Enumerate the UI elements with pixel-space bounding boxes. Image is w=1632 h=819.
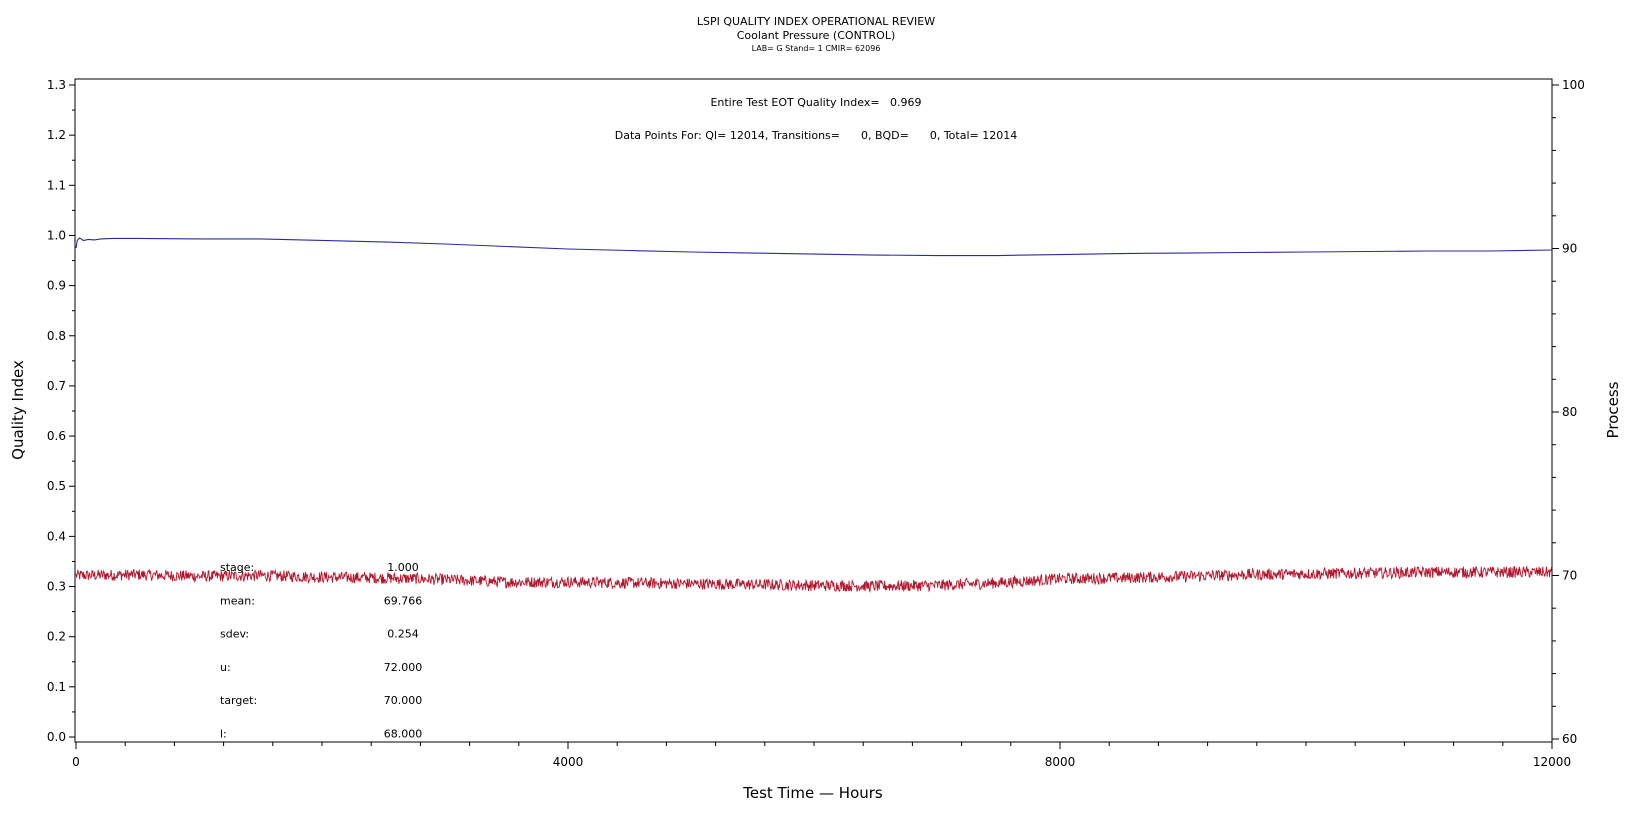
stat-label: mean: [220,594,255,607]
stat-label: stage: [220,561,254,574]
series-quality-index-line [75,237,1553,257]
annotation-data-points: Data Points For: QI= 12014, Transitions=… [615,129,1017,142]
y-tick-label: 0.6 [47,429,66,443]
axes: 0.0 0.1 0.2 0.3 0.4 0.5 0.6 0.7 0.8 0.9 1.0 1.1 1.2 1… [47,78,1585,769]
chart-subtitle-small: LAB= G Stand= 1 CMIR= 62096 [752,44,881,53]
stat-value: 1.000 [387,561,419,574]
y2-tick-label: 70 [1562,569,1577,583]
y-tick-label: 1.3 [47,78,66,92]
y-tick-label: 0.5 [47,479,66,493]
chart-title: LSPI QUALITY INDEX OPERATIONAL REVIEW [697,15,935,28]
y-tick-label: 0.3 [47,580,66,594]
stat-label: target: [220,694,257,707]
y-tick-label: 0.2 [47,630,66,644]
stat-value: 72.000 [384,661,423,674]
stat-label: sdev: [220,628,249,641]
y-tick-label: 0.4 [47,529,66,543]
chart-subtitle: Coolant Pressure (CONTROL) [737,29,896,42]
y-tick-label: 0.8 [47,329,66,343]
x-tick-label: 12000 [1533,755,1571,769]
stat-label: l: [220,728,227,741]
y2-tick-label: 100 [1562,78,1585,92]
y2-tick-label: 90 [1562,242,1577,256]
y-tick-label: 1.1 [47,178,66,192]
stat-value: 0.254 [387,628,419,641]
y-tick-label: 0.9 [47,279,66,293]
series-process-line [75,565,1553,594]
plot-frame [74,78,1553,743]
annotation-quality-index: Entire Test EOT Quality Index= 0.969 [710,96,921,109]
x-tick-label: 4000 [553,755,584,769]
x-tick-label: 0 [72,755,80,769]
stat-label: u: [220,661,231,674]
y-tick-label: 0.7 [47,379,66,393]
series-layer [75,237,1553,594]
stat-value: 68.000 [384,728,423,741]
y-tick-label: 0.0 [47,730,66,744]
y2-axis-label: Process [1604,381,1622,438]
y2-tick-label: 60 [1562,732,1577,746]
y-tick-label: 0.1 [47,680,66,694]
y-tick-label: 1.2 [47,128,66,142]
x-tick-label: 8000 [1045,755,1076,769]
y-tick-label: 1.0 [47,228,66,242]
y-axis-label: Quality Index [9,360,27,460]
stat-value: 69.766 [384,594,423,607]
x-axis-label: Test Time — Hours [742,784,883,802]
stat-value: 70.000 [384,694,423,707]
y2-tick-label: 80 [1562,405,1577,419]
stats-table: stage: 1.000 mean: 69.766 sdev: 0.254 u: 72.000… [220,561,422,741]
